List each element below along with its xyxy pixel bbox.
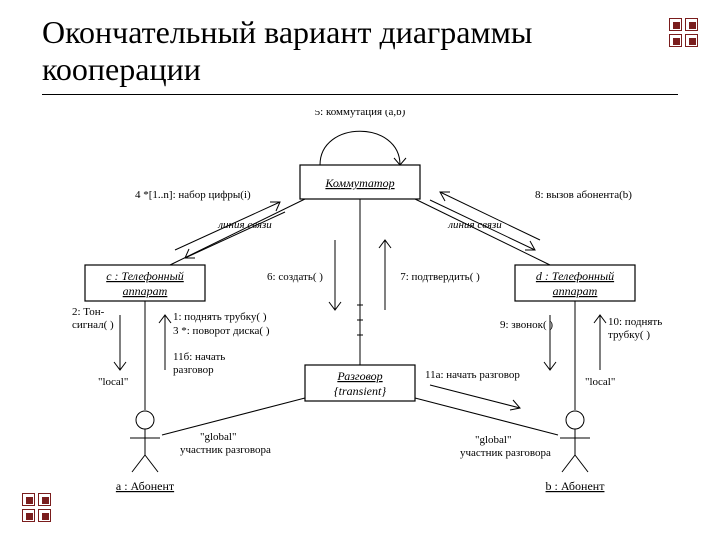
node-talk-l2: {transient} [334,384,386,398]
role-global-a1: "global" [200,431,236,443]
msg-10b: трубку( ) [608,329,650,341]
msg-11b-b: разговор [173,364,214,376]
edge-talk-actora [162,398,305,435]
msg-11b-a: 11б: начать [173,351,225,363]
msg-5: 5: коммутация (a,b) [315,110,406,118]
msg-2a: 2: Тон- [72,306,105,318]
msg-2b: сигнал( ) [72,319,114,331]
node-phone-c-l2: аппарат [123,284,168,298]
role-global-b2: участник разговора [460,447,551,459]
node-talk-l1: Разговор [336,369,382,383]
cooperation-diagram: Коммутатор 5: коммутация (a,b) c : Телеф… [30,110,690,510]
actor-a [130,411,160,472]
msg-10a: 10: поднять [608,316,662,328]
msg-6: 6: создать( ) [267,271,323,283]
msg-7: 7: подтвердить( ) [400,271,480,283]
role-global-b1: "global" [475,434,511,446]
actor-a-label: a : Абонент [116,479,175,493]
msg-8: 8: вызов абонента(b) [535,189,632,201]
role-local-b: "local" [585,376,615,388]
msg-9: 9: звонок( ) [500,319,553,331]
edge-talk-actorb [415,398,558,435]
msg-11a: 11a: начать разговор [425,369,520,381]
actor-b-label: b : Абонент [546,479,606,493]
node-phone-d-l2: аппарат [553,284,598,298]
role-global-a2: участник разговора [180,444,271,456]
title-wrap: Окончательный вариант диаграммы кооперац… [42,14,678,95]
self-loop [320,131,400,165]
node-phone-d-l1: d : Телефонный [536,269,614,283]
node-commutator-label: Коммутатор [324,176,394,190]
assoc-left: линия связи [217,219,272,231]
actor-b [560,411,590,472]
msg-4: 4 *[1..n]: набор цифры(i) [135,189,251,201]
role-local-a: "local" [98,376,128,388]
page-title: Окончательный вариант диаграммы кооперац… [42,14,678,94]
node-phone-c-l1: c : Телефонный [106,269,184,283]
msg-3: 3 *: поворот диска( ) [173,325,270,337]
edge-comm-phone-d [415,199,550,265]
msg-1: 1: поднять трубку( ) [173,311,267,323]
